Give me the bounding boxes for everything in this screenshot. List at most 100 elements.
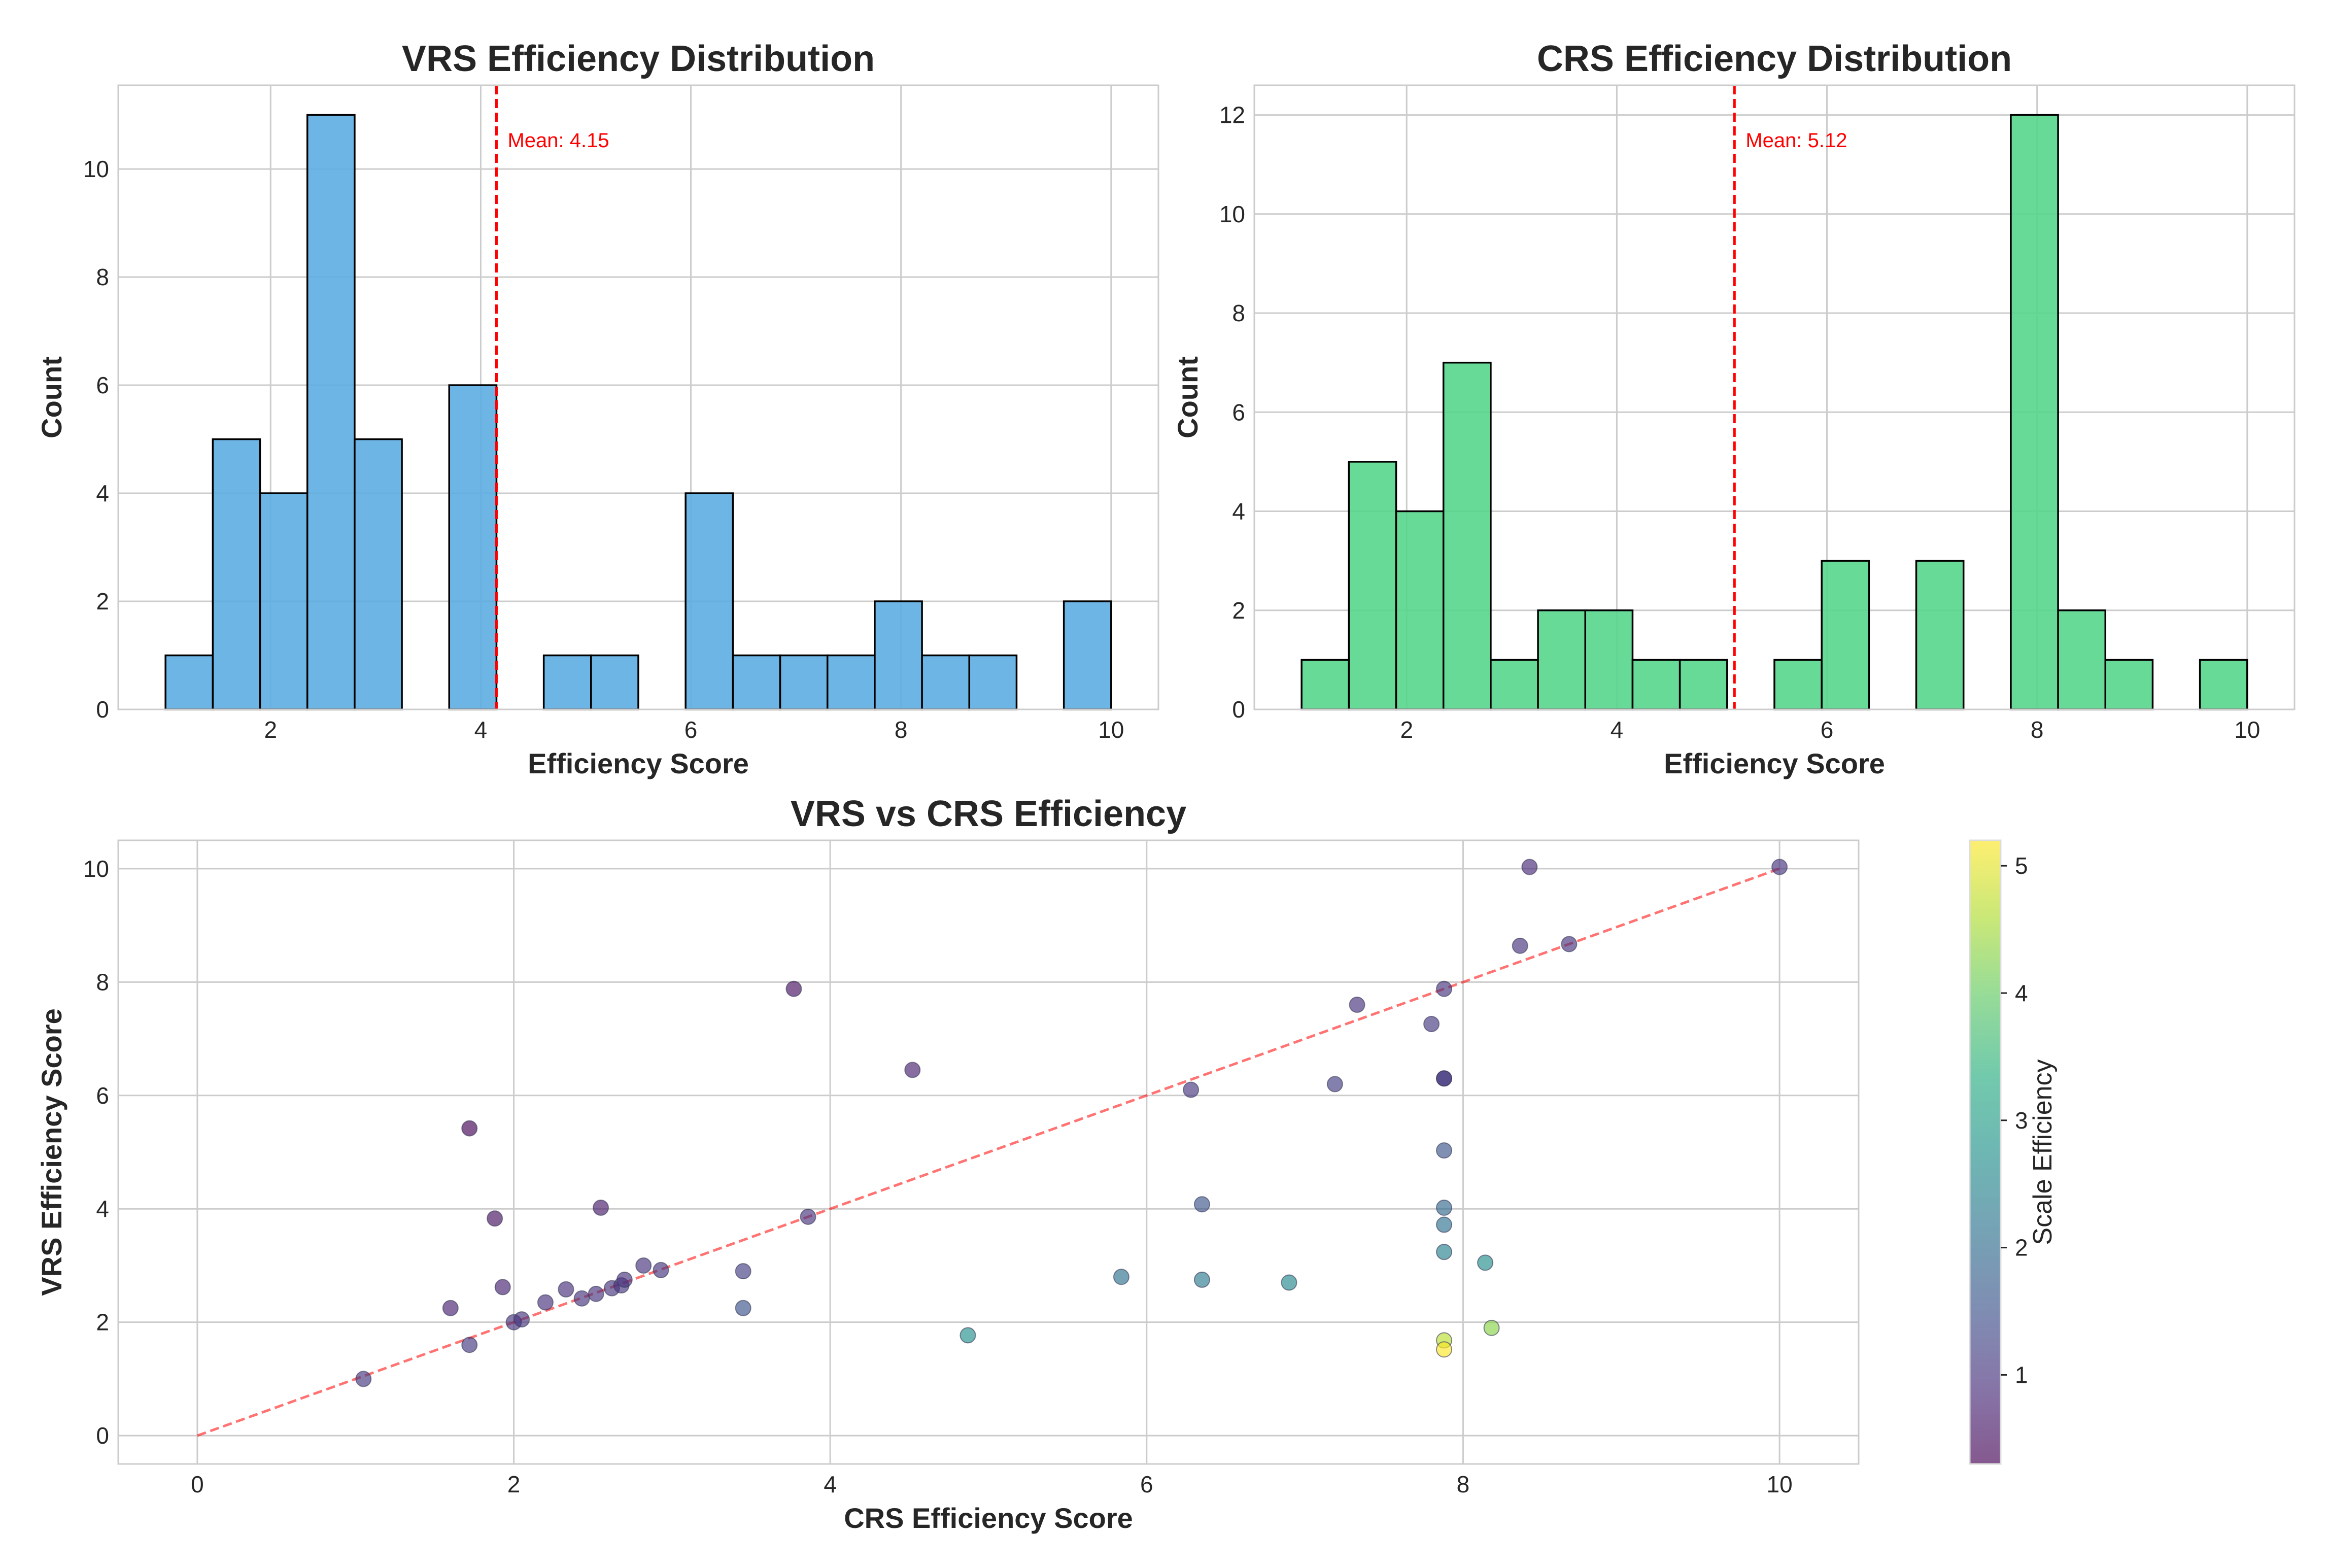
crs-histogram-bar xyxy=(1915,560,1965,710)
crs-x-tick-label: 8 xyxy=(2031,717,2044,743)
vrs-x-tick-label: 8 xyxy=(895,717,908,743)
scatter-point xyxy=(1193,1271,1210,1288)
vrs-histogram-bar xyxy=(826,654,876,710)
scatter-point xyxy=(1326,1076,1343,1093)
crs-histogram-bar xyxy=(1773,659,1823,710)
scatter-point xyxy=(1436,1142,1453,1159)
vrs-chart-title: VRS Efficiency Distribution xyxy=(402,39,875,79)
scatter-x-tick-label: 10 xyxy=(1767,1471,1793,1497)
crs-y-tick-label: 2 xyxy=(1232,597,1245,624)
crs-plot-frame xyxy=(1253,84,2296,710)
vrs-x-tick-label: 6 xyxy=(684,717,698,743)
scatter-x-axis-label: CRS Efficiency Score xyxy=(844,1502,1133,1534)
scatter-y-tick-label: 10 xyxy=(83,856,109,882)
scatter-point xyxy=(1436,1070,1453,1087)
scatter-point xyxy=(461,1337,478,1353)
colorbar-tick-label: 1 xyxy=(2015,1361,2028,1388)
colorbar-tick-label: 2 xyxy=(2015,1235,2028,1261)
scatter-reference-line xyxy=(197,867,1780,1437)
scatter-point xyxy=(1436,980,1453,997)
scatter-y-tick-label: 6 xyxy=(96,1082,109,1109)
scatter-y-axis-label: VRS Efficiency Score xyxy=(36,1008,67,1296)
colorbar-tick-label: 4 xyxy=(2015,980,2028,1006)
colorbar-label: Scale Efficiency xyxy=(2028,1059,2058,1245)
scatter-point xyxy=(1512,937,1528,954)
vrs-x-tick-label: 2 xyxy=(264,717,277,743)
vrs-histogram-bar xyxy=(306,114,356,710)
scatter-point xyxy=(1349,997,1365,1013)
scatter-point xyxy=(785,980,802,997)
scatter-plot-frame xyxy=(117,839,1860,1465)
scatter-point xyxy=(593,1199,609,1216)
crs-x-tick-label: 6 xyxy=(1821,717,1834,743)
scatter-point xyxy=(355,1371,372,1387)
scatter-point xyxy=(735,1263,751,1280)
crs-histogram-panel: 2 4 6 8 10 0 2 4 6 8 10 12 CRS Efficiency Distribut… xyxy=(1172,39,2296,779)
scatter-x-tick-label: 2 xyxy=(507,1471,521,1497)
vrs-y-tick-label: 10 xyxy=(83,156,109,182)
vrs-histogram-panel: 2 4 6 8 10 0 2 4 6 8 10 VRS Efficiency Distributio… xyxy=(36,39,1159,779)
crs-y-tick-label: 12 xyxy=(1219,102,1245,128)
scatter-point xyxy=(1477,1254,1494,1271)
scatter-point xyxy=(653,1262,669,1278)
crs-x-tick-label: 10 xyxy=(2234,717,2260,743)
scatter-point xyxy=(1423,1015,1440,1032)
vrs-mean-label: Mean: 4.15 xyxy=(507,129,609,152)
scatter-point xyxy=(1193,1196,1210,1213)
crs-histogram-bar xyxy=(1442,361,1492,710)
scatter-x-tick-label: 4 xyxy=(824,1471,837,1497)
scatter-point xyxy=(461,1120,478,1137)
vrs-x-axis-label: Efficiency Score xyxy=(528,747,749,779)
crs-histogram-bar xyxy=(1821,560,1870,710)
vrs-histogram-bar xyxy=(212,438,261,710)
vrs-y-axis-label: Count xyxy=(36,356,67,438)
crs-histogram-bar xyxy=(2057,609,2107,710)
scatter-point xyxy=(442,1300,459,1316)
crs-histogram-bar xyxy=(1395,510,1445,710)
scatter-point xyxy=(494,1279,511,1296)
scatter-chart-title: VRS vs CRS Efficiency xyxy=(791,794,1186,834)
crs-histogram-bar xyxy=(1537,609,1587,710)
scatter-point xyxy=(1436,1244,1453,1260)
vrs-y-tick-label: 2 xyxy=(96,588,109,615)
scatter-y-tick-label: 4 xyxy=(96,1196,109,1222)
scatter-x-tick-label: 6 xyxy=(1140,1471,1153,1497)
crs-histogram-bar xyxy=(2010,114,2059,710)
crs-histogram-bar xyxy=(2104,659,2154,710)
vrs-x-tick-label: 10 xyxy=(1098,717,1124,743)
scatter-y-tick-label: 0 xyxy=(96,1422,109,1449)
vrs-y-tick-label: 8 xyxy=(96,264,109,290)
crs-histogram-bar xyxy=(2199,659,2248,710)
scatter-point xyxy=(513,1311,530,1328)
vrs-histogram-bar xyxy=(874,600,923,710)
vrs-histogram-bar xyxy=(259,492,309,710)
crs-histogram-bar xyxy=(1631,659,1681,710)
scatter-point xyxy=(735,1300,751,1316)
vrs-plot-frame xyxy=(117,84,1159,710)
crs-histogram-bar xyxy=(1490,659,1539,710)
vrs-y-tick-label: 4 xyxy=(96,480,109,506)
scatter-point xyxy=(1436,1341,1453,1358)
scatter-point xyxy=(1483,1319,1500,1336)
crs-y-tick-label: 8 xyxy=(1232,300,1245,326)
scatter-y-tick-label: 2 xyxy=(96,1309,109,1336)
scatter-point xyxy=(1281,1274,1297,1291)
scatter-point xyxy=(960,1327,976,1344)
crs-y-axis-label: Count xyxy=(1172,356,1204,438)
crs-y-tick-label: 4 xyxy=(1232,498,1245,525)
vrs-histogram-bar xyxy=(590,654,639,710)
scatter-point xyxy=(537,1294,554,1311)
scatter-point xyxy=(1113,1269,1129,1285)
crs-histogram-bar xyxy=(1679,659,1728,710)
scatter-point xyxy=(1436,1199,1453,1216)
colorbar-gradient xyxy=(1969,839,2002,1465)
scatter-point xyxy=(1436,1216,1453,1233)
vrs-histogram-bar xyxy=(779,654,829,710)
scatter-x-tick-label: 0 xyxy=(191,1471,204,1497)
scatter-point xyxy=(616,1271,633,1288)
vrs-histogram-bar xyxy=(968,654,1018,710)
crs-histogram-bar xyxy=(1300,659,1350,710)
scatter-point xyxy=(558,1281,574,1298)
